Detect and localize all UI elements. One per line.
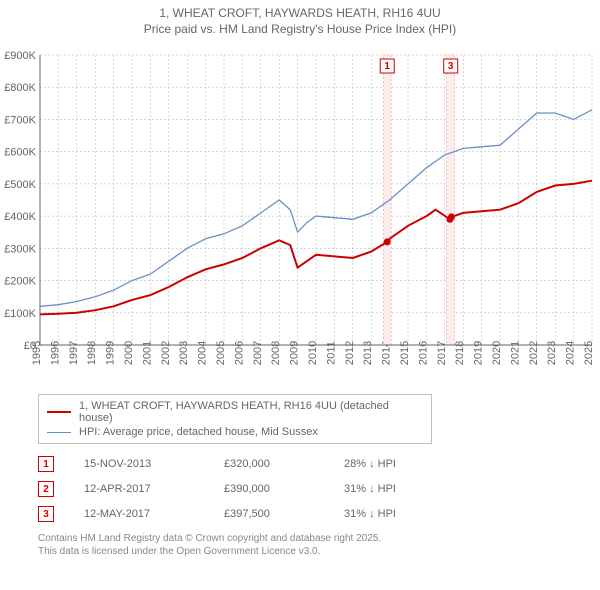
legend-item: 1, WHEAT CROFT, HAYWARDS HEATH, RH16 4UU… [45,399,425,425]
footnote-line-1: Contains HM Land Registry data © Crown c… [38,533,381,544]
transaction-table: 1 15-NOV-2013£320,00028% ↓ HPI 2 12-APR-201… [38,454,600,524]
x-tick-label: 2022 [528,341,540,365]
marker-label-text: 3 [448,61,454,72]
y-tick-label: £400K [4,211,36,223]
legend-item: HPI: Average price, detached house, Mid … [45,425,425,439]
tx-delta: 31% ↓ HPI [344,508,464,520]
transaction-row: 2 12-APR-2017£390,00031% ↓ HPI [38,479,600,499]
x-tick-label: 2000 [123,341,135,365]
x-tick-label: 2004 [197,341,209,365]
x-tick-label: 2003 [178,341,190,365]
legend-swatch [47,411,71,413]
x-tick-label: 1995 [31,341,43,365]
x-tick-label: 2012 [344,341,356,365]
tx-marker: 3 [38,506,54,522]
price-dot [384,239,391,246]
chart-area: £0£100K£200K£300K£400K£500K£600K£700K£80… [0,45,600,388]
x-tick-label: 2002 [160,341,172,365]
transaction-row: 3 12-MAY-2017£397,50031% ↓ HPI [38,504,600,524]
y-tick-label: £700K [4,115,36,127]
tx-date: 15-NOV-2013 [84,458,224,470]
x-tick-label: 2021 [509,341,521,365]
y-tick-label: £800K [4,82,36,94]
tx-marker: 1 [38,456,54,472]
x-tick-label: 1999 [105,341,117,365]
tx-date: 12-APR-2017 [84,483,224,495]
x-tick-label: 2010 [307,341,319,365]
x-tick-label: 2009 [289,341,301,365]
x-tick-label: 2013 [362,341,374,365]
tx-price: £320,000 [224,458,344,470]
x-tick-label: 1997 [68,341,80,365]
marker-band [447,55,455,345]
x-tick-label: 2018 [454,341,466,365]
title-line-1: 1, WHEAT CROFT, HAYWARDS HEATH, RH16 4UU [0,6,600,22]
legend: 1, WHEAT CROFT, HAYWARDS HEATH, RH16 4UU… [38,394,432,444]
y-tick-label: £600K [4,147,36,159]
marker-label-text: 1 [384,61,390,72]
legend-label: 1, WHEAT CROFT, HAYWARDS HEATH, RH16 4UU… [79,400,425,424]
x-tick-label: 2008 [270,341,282,365]
x-tick-label: 2019 [473,341,485,365]
x-tick-label: 2024 [565,341,577,365]
x-tick-label: 2025 [583,341,595,365]
x-tick-label: 2007 [252,341,264,365]
chart-title: 1, WHEAT CROFT, HAYWARDS HEATH, RH16 4UU… [0,0,600,37]
y-tick-label: £300K [4,244,36,256]
transaction-row: 1 15-NOV-2013£320,00028% ↓ HPI [38,454,600,474]
legend-swatch [47,432,71,433]
legend-label: HPI: Average price, detached house, Mid … [79,426,318,438]
x-tick-label: 2001 [141,341,153,365]
x-tick-label: 2023 [546,341,558,365]
y-tick-label: £200K [4,276,36,288]
tx-price: £390,000 [224,483,344,495]
y-tick-label: £500K [4,179,36,191]
price-dot [448,214,455,221]
footnote: Contains HM Land Registry data © Crown c… [38,532,600,558]
x-tick-label: 2016 [417,341,429,365]
tx-price: £397,500 [224,508,344,520]
x-tick-label: 1996 [49,341,61,365]
x-tick-label: 2017 [436,341,448,365]
x-tick-label: 2020 [491,341,503,365]
y-tick-label: £100K [4,308,36,320]
x-tick-label: 2006 [233,341,245,365]
chart-svg: £0£100K£200K£300K£400K£500K£600K£700K£80… [0,45,600,385]
title-line-2: Price paid vs. HM Land Registry's House … [0,22,600,38]
tx-marker: 2 [38,481,54,497]
x-tick-label: 1998 [86,341,98,365]
y-tick-label: £900K [4,50,36,62]
tx-delta: 28% ↓ HPI [344,458,464,470]
x-tick-label: 2005 [215,341,227,365]
tx-date: 12-MAY-2017 [84,508,224,520]
tx-delta: 31% ↓ HPI [344,483,464,495]
x-tick-label: 2015 [399,341,411,365]
footnote-line-2: This data is licensed under the Open Gov… [38,546,320,557]
